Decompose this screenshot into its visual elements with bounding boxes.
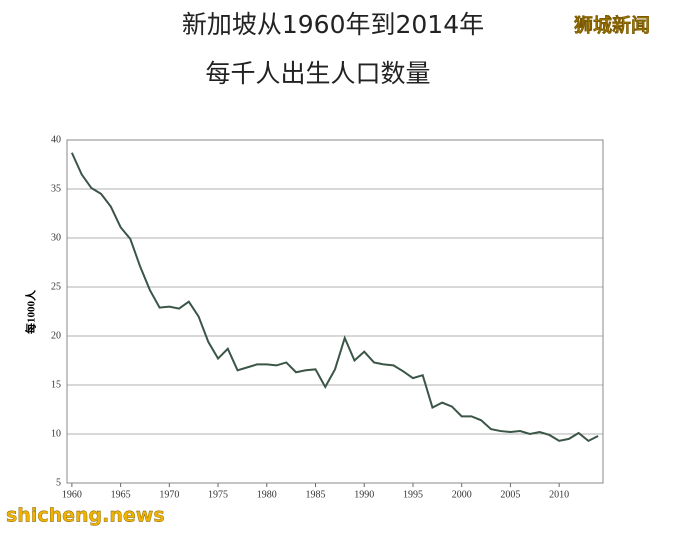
- y-axis-label: 每1000人: [24, 289, 38, 334]
- y-tick-label: 30: [51, 232, 61, 243]
- x-tick-label: 1960: [62, 489, 82, 500]
- watermark: shicheng.news: [6, 505, 165, 527]
- y-tick-label: 15: [51, 379, 61, 390]
- data-line: [70, 152, 599, 443]
- x-tick-label: 1990: [354, 489, 374, 500]
- y-tick-label: 25: [51, 281, 61, 292]
- x-tick-label: 1965: [111, 489, 131, 500]
- y-tick-label: 35: [51, 183, 61, 194]
- x-tick-label: 1980: [257, 489, 277, 500]
- x-tick-label: 1975: [208, 489, 228, 500]
- x-tick-label: 2010: [549, 489, 569, 500]
- y-tick-label: 10: [51, 428, 61, 439]
- chart-title: 新加坡从1960年到2014年: [182, 10, 484, 39]
- watermark: 狮城新闻: [574, 14, 650, 37]
- x-tick-label: 1985: [306, 489, 326, 500]
- y-tick-label: 40: [51, 134, 61, 145]
- y-tick-label: 20: [51, 330, 61, 341]
- y-tick-label: 5: [56, 477, 61, 488]
- chart-subtitle: 每千人出生人口数量: [205, 59, 430, 88]
- x-tick-label: 1970: [159, 489, 179, 500]
- x-tick-label: 2005: [500, 489, 520, 500]
- plot-frame: [66, 139, 604, 484]
- x-tick-label: 2000: [452, 489, 472, 500]
- x-tick-label: 1995: [403, 489, 423, 500]
